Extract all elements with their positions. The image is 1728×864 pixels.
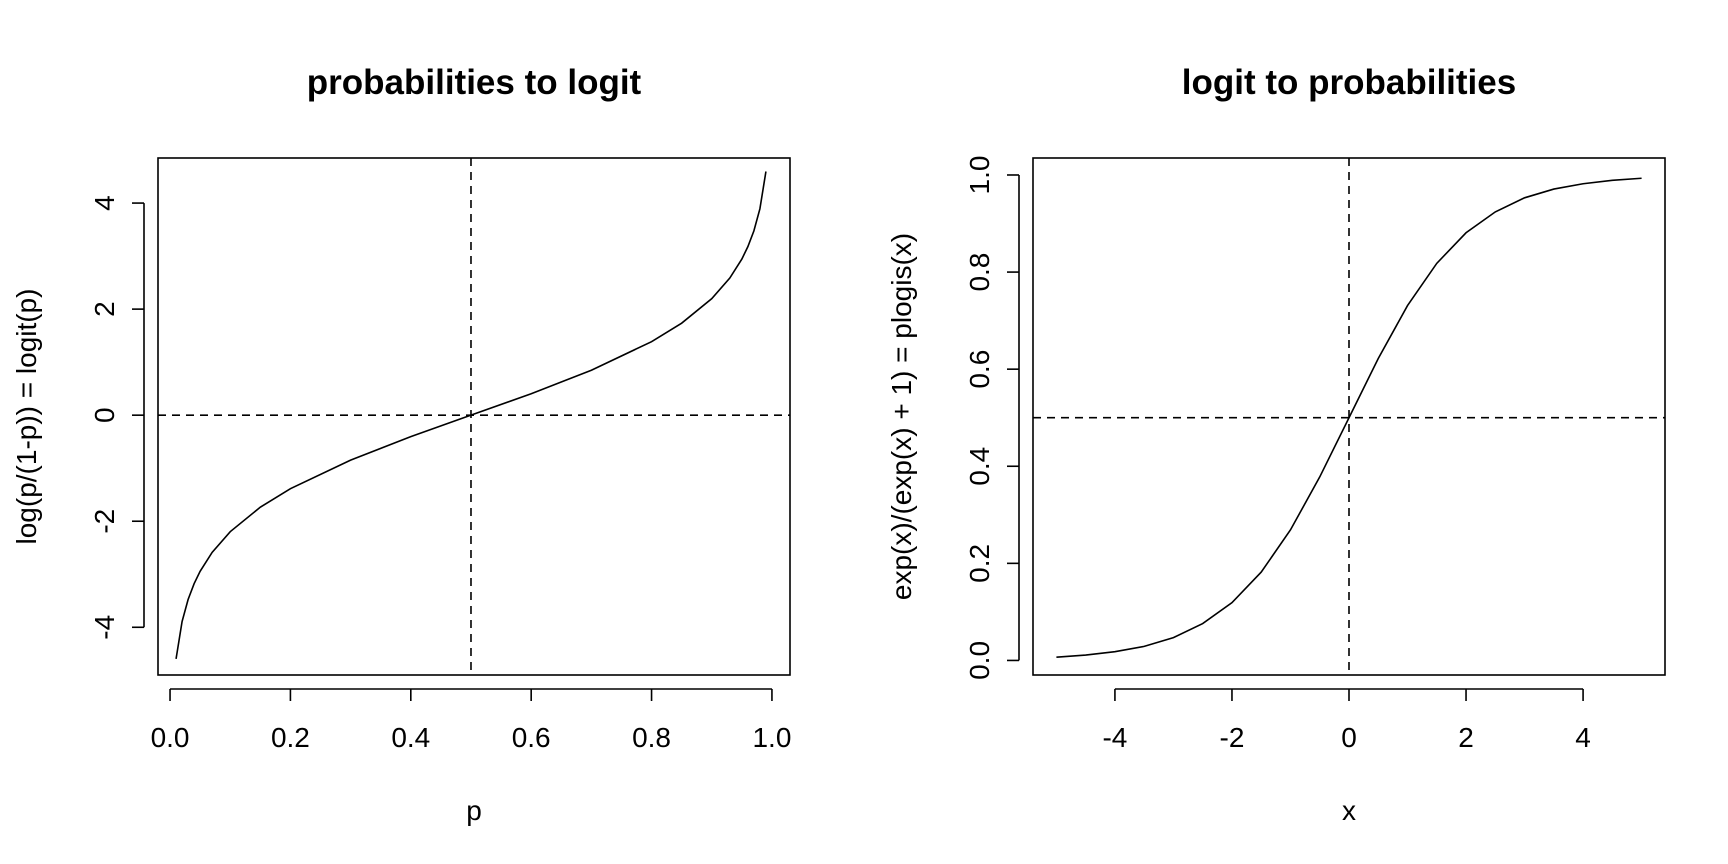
y-tick-label: 4	[89, 195, 120, 211]
x-tick-label: 0.8	[632, 722, 671, 753]
series-line-1	[175, 171, 767, 659]
y-tick-label: -4	[89, 615, 120, 640]
y-axis-label: exp(x)/(exp(x) + 1) = plogis(x)	[886, 233, 917, 600]
chart-title: logit to probabilities	[1182, 63, 1516, 102]
y-tick-label: 1.0	[964, 156, 995, 195]
y-tick-label: 0.6	[964, 350, 995, 389]
panel-2: logit to probabilities -4 -2 0 2 4 0.0 0.2 0.4 0.…	[886, 63, 1666, 826]
x-tick-label: 4	[1575, 722, 1591, 753]
y-tick-label: 2	[89, 301, 120, 317]
y-tick-label: 0.8	[964, 253, 995, 292]
x-tick-label: -4	[1102, 722, 1127, 753]
panel-1: probabilities to logit 0.0 0.2 0.4 0.6 0.8 1.0…	[11, 63, 791, 826]
plot-frame	[157, 157, 791, 676]
x-axis-label: p	[466, 795, 482, 826]
x-tick-label: 0.0	[151, 722, 190, 753]
y-axis-label: log(p/(1-p)) = logit(p)	[11, 289, 42, 545]
x-tick-label: 0.2	[271, 722, 310, 753]
chart-title: probabilities to logit	[307, 63, 642, 102]
y-tick-label: -2	[89, 509, 120, 534]
y-tick-label: 0	[89, 407, 120, 423]
x-axis-label: x	[1342, 795, 1356, 826]
y-tick-label: 0.0	[964, 641, 995, 680]
x-tick-label: 0	[1341, 722, 1357, 753]
x-tick-label: 1.0	[752, 722, 791, 753]
y-tick-label: 0.4	[964, 447, 995, 486]
x-tick-label: 0.4	[391, 722, 430, 753]
y-tick-label: 0.2	[964, 544, 995, 583]
x-tick-label: 2	[1458, 722, 1474, 753]
x-tick-label: -2	[1220, 722, 1245, 753]
series-line-1	[1056, 177, 1642, 658]
x-tick-label: 0.6	[512, 722, 551, 753]
